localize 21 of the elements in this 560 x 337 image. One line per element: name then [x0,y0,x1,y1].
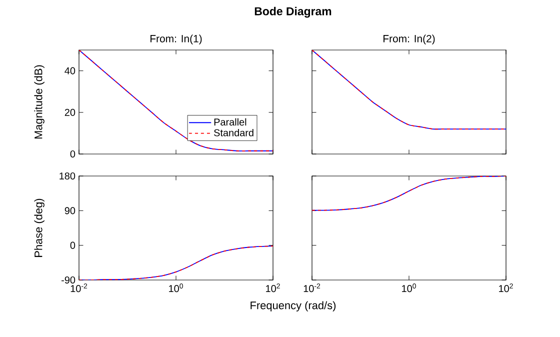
legend-label: Standard [214,128,254,136]
y-tick-label: -90 [62,276,76,284]
y-tick-label: 20 [64,108,76,116]
x-tick-label: 10$^{0}$ [402,284,416,292]
x-tick-label: 10$^{0}$ [169,284,183,292]
legend-label: Parallel [214,118,246,126]
x-tick-label: 10$^{-2}$ [70,284,88,292]
y-tick-label: 0 [70,150,76,158]
y-axis-title: Phase (deg) [34,198,44,257]
chart-subtitle: From: In(2) [384,34,435,44]
y-axis-title: Magnitude (dB) [34,65,44,139]
x-tick-label: 10$^{-2}$ [304,284,320,292]
x-tick-label: 10$^{2}$ [266,284,280,292]
y-tick-label: 180 [60,172,76,180]
x-axis-title: Frequency (rad/s) [250,301,336,312]
chart-title: Bode Diagram [254,6,332,18]
chart-subtitle: From: In(1) [150,34,202,44]
x-tick-label: 10$^{2}$ [499,284,513,292]
y-tick-label: 0 [70,242,76,249]
y-tick-label: 90 [64,207,76,214]
y-tick-label: 40 [64,67,76,74]
